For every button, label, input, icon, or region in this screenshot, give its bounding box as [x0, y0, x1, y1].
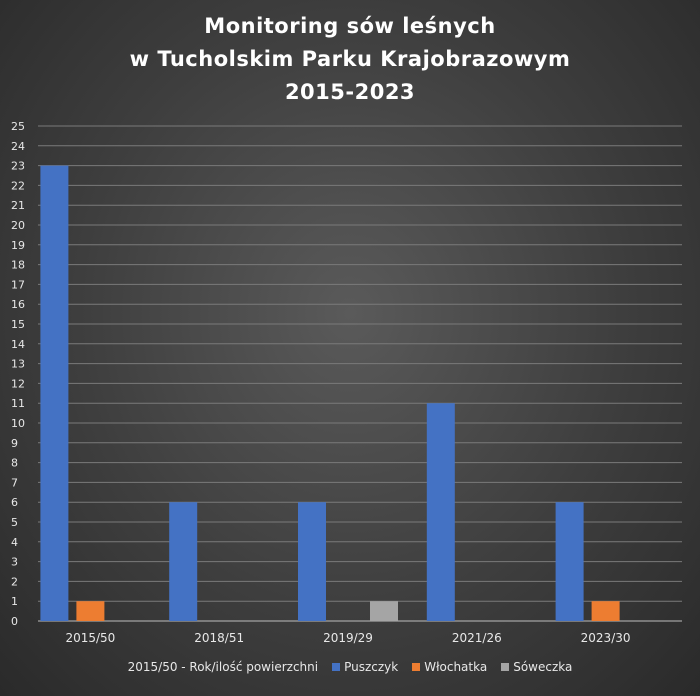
y-tick-label: 8	[11, 457, 18, 470]
y-tick-label: 0	[11, 615, 18, 628]
y-tick-label: 18	[11, 259, 25, 272]
y-tick-label: 11	[11, 397, 25, 410]
y-tick-label: 19	[11, 239, 25, 252]
y-tick-label: 6	[11, 496, 18, 509]
legend-item-wlochatka: Włochatka	[412, 660, 487, 674]
y-tick-label: 17	[11, 278, 25, 291]
legend: 2015/50 - Rok/ilość powierzchni Puszczyk…	[0, 660, 700, 674]
legend-label-wlochatka: Włochatka	[424, 660, 488, 674]
y-tick-label: 9	[11, 437, 18, 450]
y-tick-label: 23	[11, 160, 25, 173]
y-tick-label: 5	[11, 516, 18, 529]
y-tick-label: 22	[11, 179, 25, 192]
legend-swatch-wlochatka	[412, 663, 421, 671]
bar-puszczyk	[169, 502, 198, 621]
chart-title-line-1: Monitoring sów leśnych	[204, 14, 496, 38]
x-category-label: 2019/29	[323, 631, 373, 645]
x-category-label: 2021/26	[452, 631, 502, 645]
bar-wlochatka	[76, 601, 105, 621]
y-tick-label: 20	[11, 219, 25, 232]
bar-puszczyk	[555, 502, 584, 621]
x-category-label: 2023/30	[581, 631, 631, 645]
y-tick-label: 12	[11, 377, 25, 390]
y-tick-label: 15	[11, 318, 25, 331]
y-tick-label: 10	[11, 417, 25, 430]
bar-wlochatka	[591, 601, 620, 621]
y-tick-label: 7	[11, 476, 18, 489]
y-tick-label: 3	[11, 556, 18, 569]
x-category-label: 2015/50	[65, 631, 115, 645]
legend-swatch-soweczka	[501, 663, 510, 671]
chart-title-line-3: 2015-2023	[284, 80, 416, 104]
legend-label-puszczyk: Puszczyk	[344, 660, 399, 674]
y-tick-label: 24	[11, 140, 25, 153]
chart-title-line-2: w Tucholskim Parku Krajobrazowym	[129, 47, 571, 71]
legend-item-puszczyk: Puszczyk	[332, 660, 398, 674]
legend-swatch-puszczyk	[332, 663, 341, 671]
y-tick-label: 21	[11, 199, 25, 212]
y-tick-label: 13	[11, 358, 25, 371]
y-tick-label: 16	[11, 298, 25, 311]
y-tick-label: 4	[11, 536, 18, 549]
y-tick-label: 1	[11, 595, 18, 608]
bar-puszczyk	[426, 403, 455, 621]
legend-label-soweczka: Sóweczka	[513, 660, 573, 674]
x-category-label: 2018/51	[194, 631, 244, 645]
legend-note: 2015/50 - Rok/ilość powierzchni	[127, 660, 319, 674]
y-tick-label: 14	[11, 338, 25, 351]
legend-item-soweczka: Sóweczka	[501, 660, 572, 674]
y-tick-label: 2	[11, 575, 18, 588]
bar-soweczka	[370, 601, 398, 621]
bar-puszczyk	[40, 165, 69, 621]
bar-puszczyk	[298, 502, 326, 621]
y-tick-label: 25	[11, 120, 25, 133]
